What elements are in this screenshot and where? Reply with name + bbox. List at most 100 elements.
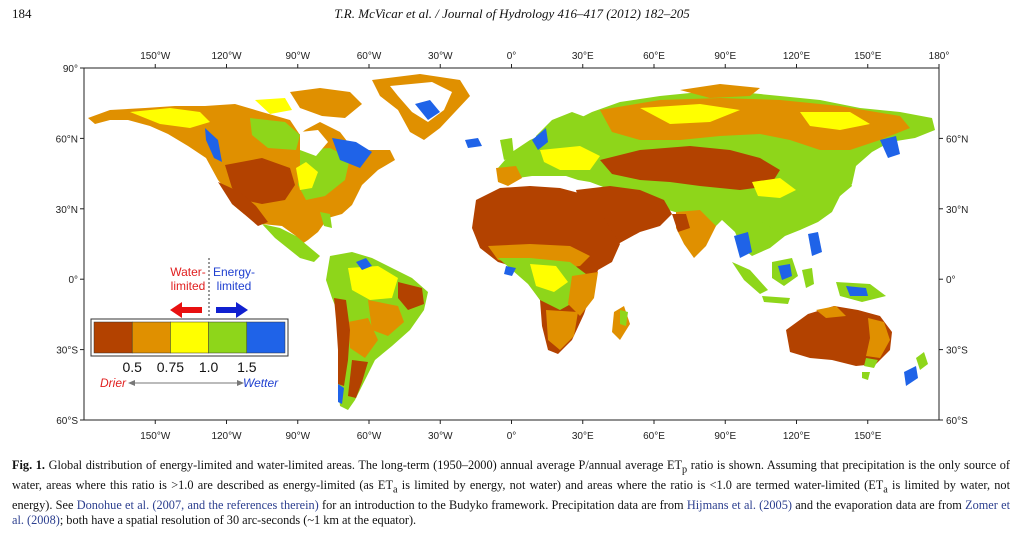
arrow-left-head-icon — [128, 380, 135, 386]
top-lon-label: 60°W — [357, 51, 382, 62]
australia-nz — [786, 306, 928, 386]
madagascar-green — [620, 310, 628, 326]
sumatra — [732, 262, 768, 294]
left-lat-label: 0° — [68, 275, 78, 286]
page-number: 184 — [12, 6, 32, 21]
legend-tick-label: 1.0 — [199, 359, 219, 375]
top-lon-label: 90°W — [285, 51, 310, 62]
legend-tick-label: 0.75 — [157, 359, 184, 375]
north-america — [88, 104, 395, 262]
blue-arrow-icon — [216, 302, 248, 318]
na-boreal-green — [250, 118, 300, 150]
right-lat-label: 0° — [946, 275, 956, 286]
sulawesi — [802, 268, 814, 288]
figure-label: Fig. 1. — [12, 458, 45, 472]
arctic-greenland — [255, 74, 482, 148]
caption-text-7: ; both have a spatial resolution of 30 a… — [59, 513, 417, 528]
central-asia-brown — [600, 146, 780, 190]
caption-text-2: ratio is shown. Assuming that precipitat… — [12, 458, 1011, 492]
na-pacific-blue — [205, 128, 222, 162]
na-interior-brown — [225, 158, 295, 204]
top-lon-label: 60°E — [643, 51, 665, 62]
wetter-label: Wetter — [243, 376, 279, 390]
left-lat-label: 60°S — [56, 416, 78, 427]
arctic-islands — [290, 88, 362, 118]
south-america — [326, 252, 428, 410]
bottom-lon-label: 60°W — [357, 431, 382, 442]
legend-tick-label: 0.5 — [122, 359, 142, 375]
arctic-islands-2 — [255, 98, 292, 114]
legend-swatch — [131, 321, 171, 354]
australia-se-green — [864, 358, 878, 368]
india-brown — [672, 214, 690, 232]
bottom-lon-label: 150°E — [854, 431, 882, 442]
java — [762, 296, 790, 304]
southern-africa-orange — [546, 310, 578, 350]
australia-north-orange — [816, 306, 846, 318]
reference-link-hijmans[interactable]: Hijmans et al. (2005) — [686, 497, 792, 512]
legend-swatch — [170, 321, 209, 354]
drier-label: Drier — [100, 376, 127, 390]
na-alaska-yellow — [130, 108, 210, 128]
australia-base — [786, 306, 892, 366]
japan-green — [830, 170, 852, 196]
top-lon-label: 120°W — [211, 51, 242, 62]
running-title: T.R. McVicar et al. / Journal of Hydrolo… — [334, 6, 690, 21]
top-lon-label: 180° — [929, 51, 950, 62]
legend-swatch — [208, 321, 248, 354]
na-hudson-white — [300, 130, 328, 156]
siberia-yellow — [640, 104, 740, 124]
new-zealand-s — [904, 366, 918, 386]
new-zealand-n — [916, 352, 928, 370]
right-lat-label: 30°N — [946, 205, 968, 216]
arctic-coast-orange — [680, 84, 760, 98]
tasmania — [862, 372, 870, 380]
middle-east-brown — [576, 186, 672, 244]
maritime-asia — [732, 232, 886, 304]
siberia-yellow-2 — [800, 112, 870, 130]
top-lon-label: 120°E — [783, 51, 811, 62]
sa-cerrado-orange — [368, 300, 404, 336]
scandinavia-blue — [532, 128, 548, 150]
na-florida-green — [320, 212, 332, 228]
figure-caption: Fig. 1. Global distribution of energy-li… — [12, 458, 1010, 529]
bottom-lon-label: 30°W — [428, 431, 453, 442]
reference-link-zomer[interactable]: Zomer et al. (2008) — [12, 497, 1010, 528]
sa-atacama-brown — [334, 298, 350, 386]
bottom-lon-label: 0° — [507, 431, 517, 442]
bottom-lon-label: 120°E — [783, 431, 811, 442]
sa-chaco-orange — [348, 318, 378, 358]
left-lat-label: 30°N — [56, 205, 78, 216]
arrow-right-head-icon — [237, 380, 244, 386]
top-lon-label: 150°W — [140, 51, 171, 62]
greenland-blue — [415, 100, 440, 120]
caption-text-3: is limited by energy, not water) and are… — [397, 477, 884, 492]
red-arrow-icon — [170, 302, 202, 318]
na-east-yellow — [296, 162, 318, 190]
bottom-lon-label: 120°W — [211, 431, 242, 442]
africa — [472, 186, 630, 354]
bottom-lon-label: 90°W — [285, 431, 310, 442]
sa-amazon-yellow — [348, 266, 398, 300]
right-lat-label: 60°S — [946, 416, 968, 427]
top-lon-label: 30°E — [572, 51, 594, 62]
caption-sub-2: a — [392, 484, 398, 496]
reference-link-donohue[interactable]: Donohue et al. (2007, and the references… — [76, 497, 319, 512]
bottom-lon-label: 60°E — [643, 431, 665, 442]
top-lon-label: 0° — [507, 51, 517, 62]
caption-sub-3: a — [883, 484, 888, 496]
bottom-lon-label: 150°W — [140, 431, 171, 442]
top-lon-label: 90°E — [714, 51, 736, 62]
sa-north-blue — [356, 258, 372, 270]
philippines — [808, 232, 822, 256]
left-lat-label: 90° — [63, 64, 78, 75]
na-southwest-brown — [218, 182, 268, 226]
caption-text-5: for an introduction to the Budyko framew… — [318, 497, 687, 512]
west-africa-blue — [504, 266, 516, 276]
legend-swatch — [246, 321, 286, 354]
water-limited-label: Water-limited — [170, 265, 206, 293]
caption-text-6: and the evaporation data are from — [791, 497, 966, 512]
axis-ticks: 150°W 120°W 90°W 60°W 30°W 0° 30°E 60°E 90°E 120°… — [56, 51, 969, 442]
energy-limited-label: Energy-limited — [213, 265, 255, 293]
china-yellow — [752, 178, 796, 198]
